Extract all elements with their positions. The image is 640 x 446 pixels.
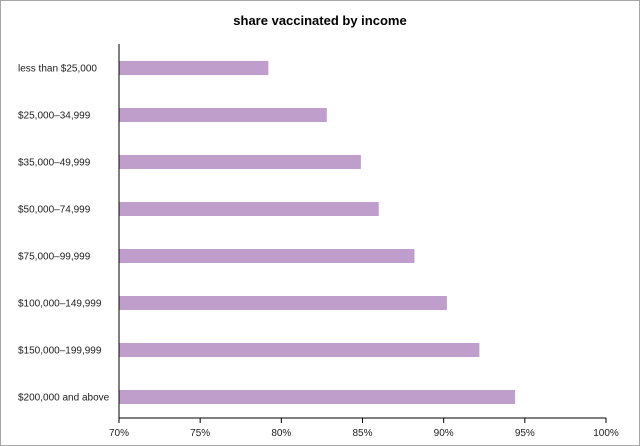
- category-label-4: $75,000–99,999: [18, 252, 91, 263]
- x-tick-label-5: 95%: [515, 428, 535, 439]
- bar-4: [119, 249, 415, 263]
- bar-2: [119, 155, 361, 169]
- x-tick-label-3: 85%: [352, 428, 372, 439]
- chart-title: share vaccinated by income: [233, 13, 407, 28]
- x-tick-label-6: 100%: [593, 428, 619, 439]
- x-tick-label-4: 90%: [434, 428, 454, 439]
- category-label-3: $50,000–74,999: [18, 205, 91, 216]
- bars-group: [119, 61, 516, 404]
- bar-6: [119, 343, 480, 357]
- bar-0: [119, 61, 269, 75]
- axes-group: [118, 44, 606, 419]
- x-tick-label-1: 75%: [190, 428, 210, 439]
- x-tick-label-0: 70%: [109, 428, 129, 439]
- category-label-6: $150,000–199,999: [18, 346, 102, 357]
- bar-7: [119, 390, 516, 404]
- category-label-2: $35,000–49,999: [18, 158, 91, 169]
- bar-5: [119, 296, 447, 310]
- bar-3: [119, 202, 379, 216]
- bar-1: [119, 108, 327, 122]
- x-ticks: 70% 75% 80% 85% 90% 95% 100%: [109, 418, 619, 439]
- category-labels: less than $25,000 $25,000–34,999 $35,000–4…: [18, 64, 110, 404]
- category-label-7: $200,000 and above: [18, 393, 110, 404]
- category-label-0: less than $25,000: [18, 64, 97, 75]
- category-label-1: $25,000–34,999: [18, 111, 91, 122]
- x-tick-label-2: 80%: [271, 428, 291, 439]
- category-label-5: $100,000–149,999: [18, 299, 102, 310]
